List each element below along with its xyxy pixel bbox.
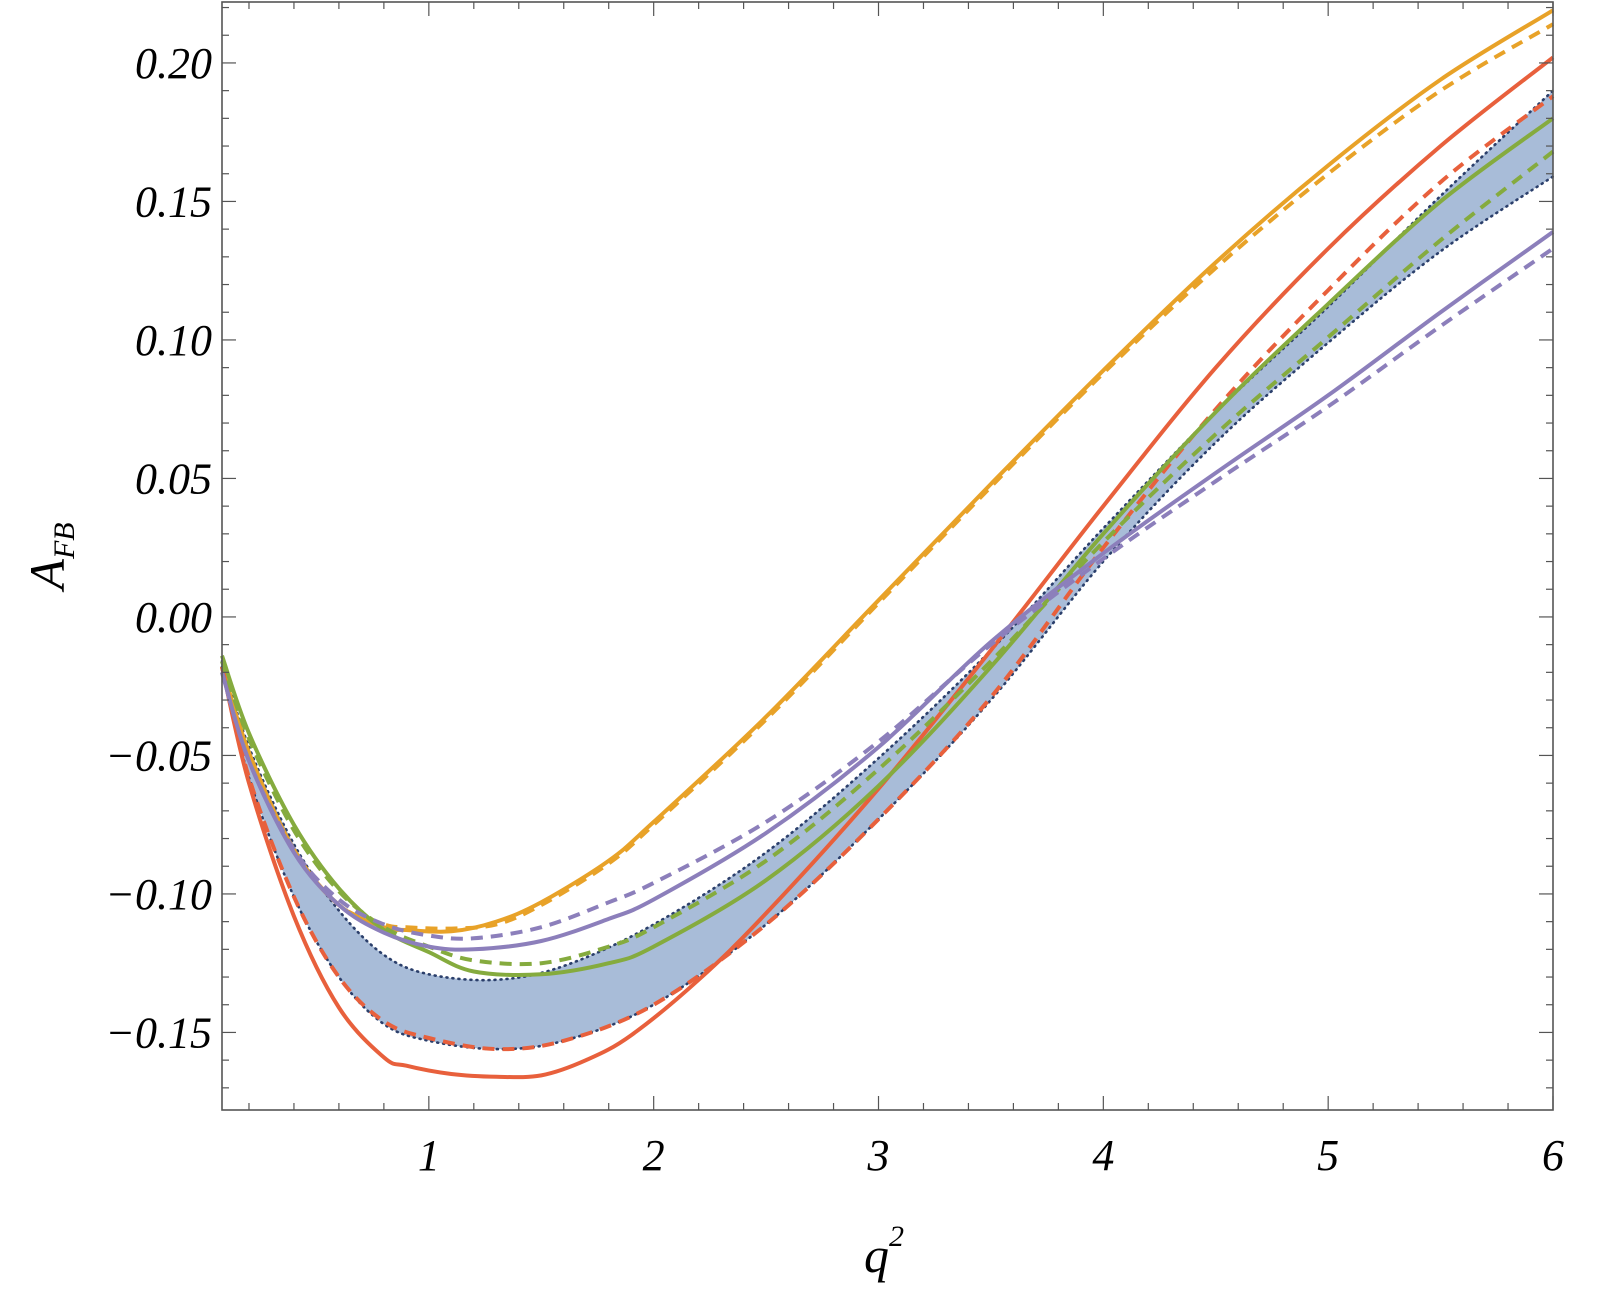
series-line-7-solid <box>220 230 1555 952</box>
y-axis-title: AFB <box>19 522 81 592</box>
y-tick-label: 0.10 <box>135 316 212 365</box>
band-fill <box>222 90 1553 1050</box>
uncertainty-band <box>220 89 1555 1051</box>
series-line-3-solid <box>220 55 1555 1080</box>
x-axis-title: q2 <box>864 1220 904 1283</box>
x-tick-label-3: 3 <box>867 1131 890 1180</box>
y-tick-label: 0.20 <box>135 39 212 88</box>
series-line-2-dashed <box>220 22 1555 931</box>
x-axis-title-base: q <box>864 1227 889 1283</box>
series-line-5-solid <box>220 116 1555 978</box>
y-tick-label: 0.00 <box>135 593 212 642</box>
series-line-8-dashed <box>220 246 1555 941</box>
x-tick-labels: 1 2 3 4 5 6 <box>418 1131 1564 1180</box>
series-line-4-dashed <box>220 94 1555 1052</box>
y-tick-label: 0.15 <box>135 177 212 226</box>
y-tick-label: −0.10 <box>105 870 212 919</box>
x-axis-title-superscript: 2 <box>889 1220 904 1253</box>
y-tick-labels: 0.20 0.15 0.10 0.05 0.00 −0.05 −0.10 −0.15 <box>105 39 212 1057</box>
series-lines <box>220 8 1555 1080</box>
band-lower-edge <box>220 175 1555 1051</box>
x-tick-label-5: 5 <box>1317 1131 1339 1180</box>
series-line-6-dashed <box>220 150 1555 967</box>
axis-ticks <box>222 2 1554 1110</box>
y-axis-title-base: A <box>19 559 75 593</box>
x-tick-label-2: 2 <box>643 1131 665 1180</box>
plot-frame <box>221 1 1554 1111</box>
y-axis-title-subscript: FB <box>48 522 81 560</box>
y-tick-label: −0.15 <box>105 1008 212 1057</box>
x-tick-label-6: 6 <box>1542 1131 1564 1180</box>
x-tick-label-4: 4 <box>1092 1131 1114 1180</box>
y-tick-label: 0.05 <box>135 454 212 503</box>
y-tick-label: −0.05 <box>105 731 212 780</box>
band-upper-edge <box>220 89 1555 982</box>
x-tick-label-1: 1 <box>418 1131 440 1180</box>
